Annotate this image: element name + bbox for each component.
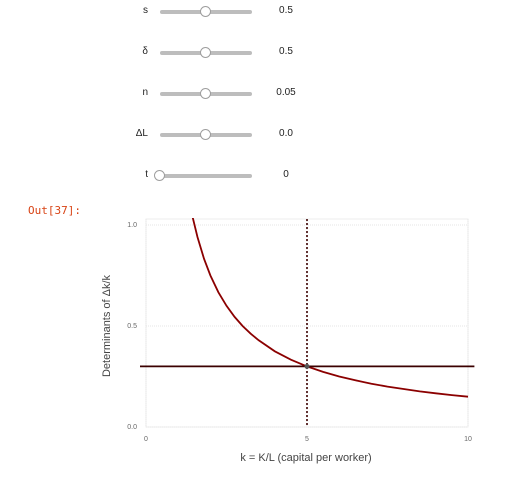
slider-value-delta: 0.5 [279,46,293,57]
slider-handle-delta-l[interactable] [200,128,211,140]
y-tick-label: 0.5 [127,323,137,330]
slider-handle-t[interactable] [154,169,165,181]
y-axis-title: Determinants of Δk/k [101,274,113,377]
slider-label-s: s [143,5,148,16]
slider-value-delta-l: 0.0 [279,128,293,139]
slider-value-t: 0 [283,169,289,180]
slider-label-n: n [142,87,148,98]
y-tick-label: 1.0 [127,222,137,229]
slider-handle-s[interactable] [200,5,211,17]
slider-track-t[interactable] [160,174,252,178]
slider-delta: δ 0.5 [0,41,515,65]
slider-value-s: 0.5 [279,5,293,16]
chart-ticks: 0 5 10 0.0 0.5 1.0 [127,222,472,443]
slider-handle-n[interactable] [200,87,211,99]
series-line-curve [191,218,469,398]
slider-handle-delta[interactable] [200,46,211,58]
slider-delta-l: ΔL 0.0 [0,123,515,147]
x-tick-label: 0 [144,436,148,443]
y-tick-label: 0.0 [127,424,137,431]
output-prompt: Out[37]: [28,204,81,217]
slider-value-n: 0.05 [276,87,296,98]
slider-panel: s 0.5 δ 0.5 n 0.05 ΔL 0.0 t 0 [0,0,515,195]
slider-s: s 0.5 [0,0,515,24]
slider-label-t: t [145,169,148,180]
slider-n: n 0.05 [0,82,515,106]
slider-t: t 0 [0,164,515,188]
x-axis-title: k = K/L (capital per worker) [240,452,371,464]
slider-label-delta-l: ΔL [135,128,148,139]
slider-label-delta: δ [142,46,148,57]
x-tick-label: 10 [464,436,472,443]
intersection-marker [304,363,310,369]
chart-series [140,218,475,427]
x-tick-label: 5 [305,436,309,443]
